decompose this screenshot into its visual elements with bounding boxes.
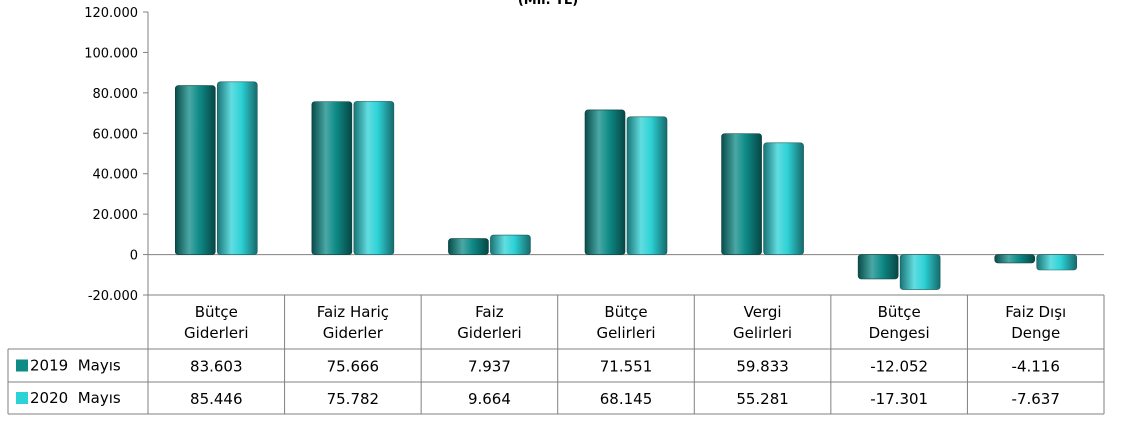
value-cell: 55.281 (736, 390, 789, 408)
y-tick-label: 60.000 (93, 127, 139, 142)
bar-2019 (174, 85, 216, 255)
value-cell: 68.145 (600, 390, 653, 408)
value-cell: -7.637 (1012, 390, 1060, 408)
y-tick-label: 100.000 (84, 46, 138, 61)
value-cell: 83.603 (190, 358, 243, 376)
bar-2019 (721, 133, 762, 255)
category-label: Faiz Dışı Denge (1005, 303, 1066, 342)
y-tick-label: 0 (130, 249, 138, 264)
value-cell: 85.446 (190, 390, 243, 408)
bar-2019 (857, 254, 899, 280)
y-tick-label: 80.000 (93, 87, 139, 102)
bar-2019 (584, 109, 626, 255)
bar-2020 (763, 142, 804, 255)
value-cell: 7.937 (468, 358, 511, 376)
bar-2020 (626, 116, 668, 255)
value-cell: -12.052 (870, 358, 928, 376)
value-cell: 75.666 (327, 358, 380, 376)
y-tick-label: 40.000 (93, 168, 139, 183)
value-cell: 71.551 (600, 358, 653, 376)
bar-2020 (216, 81, 258, 255)
chart-title: (Mil. TL) (518, 0, 578, 8)
y-axis: -20.000 0 20.000 40.000 60.000 80.000 100.000 1… (84, 6, 1104, 304)
value-cell: 75.782 (327, 390, 380, 408)
value-cell: -17.301 (870, 390, 928, 408)
category-label: Faiz Giderleri (457, 303, 521, 342)
bar-2019 (311, 101, 353, 255)
bar-2020 (353, 101, 395, 255)
legend-swatch (16, 359, 28, 372)
category-label: Vergi Gelirleri (733, 303, 792, 342)
bar-2019 (994, 254, 1036, 264)
value-cell: -4.116 (1012, 358, 1060, 376)
category-label: Bütçe Gelirleri (596, 303, 655, 342)
bar-2019 (448, 238, 489, 255)
legend-label: 2019 Mayıs (30, 357, 121, 375)
y-tick-label: 20.000 (93, 208, 139, 223)
legend-label: 2020 Mayıs (30, 389, 121, 407)
bar-2020 (1036, 254, 1078, 271)
value-cell: 59.833 (736, 358, 789, 376)
bars (174, 81, 1078, 290)
legend-swatch (16, 392, 28, 404)
bar-2020 (490, 234, 531, 255)
category-label: Faiz Hariç Giderler (317, 303, 389, 342)
value-cell: 9.664 (468, 390, 511, 408)
data-table: Bütçe Giderleri Faiz Hariç Giderler Faiz Gide… (7, 294, 1105, 415)
y-tick-label: -20.000 (88, 289, 138, 304)
category-label: Bütçe Giderleri (184, 303, 248, 342)
y-tick-label: 120.000 (84, 6, 138, 21)
bar-2020 (899, 254, 941, 290)
category-label: Bütçe Dengesi (869, 303, 930, 342)
